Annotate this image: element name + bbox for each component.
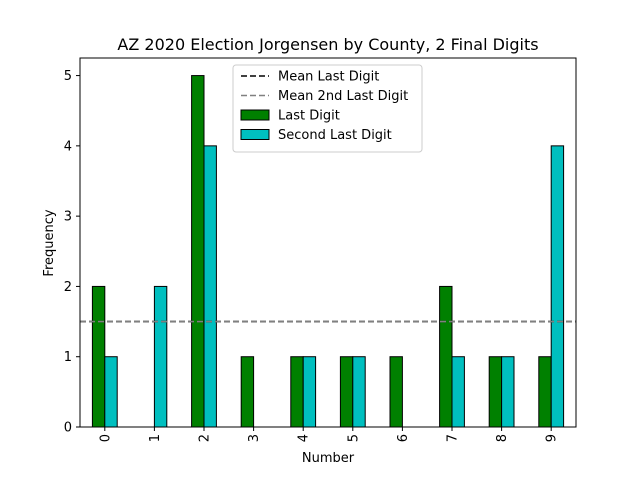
x-tick-label: 6 (396, 434, 411, 442)
y-tick-label: 1 (64, 350, 72, 365)
x-tick-label: 2 (198, 434, 213, 442)
y-axis-label: Frequency (42, 209, 57, 276)
y-tick-label: 4 (64, 139, 72, 154)
bar-last-digit-3 (240, 356, 255, 428)
bar-second-last-digit-7 (451, 356, 465, 428)
axes-frame (79, 57, 577, 428)
chart-title: AZ 2020 Election Jorgensen by County, 2 … (117, 35, 538, 54)
legend-label: Mean Last Digit (278, 70, 379, 85)
bar-second-last-digit-5 (352, 356, 366, 428)
bar-last-digit-6 (389, 356, 403, 428)
legend-box (232, 64, 423, 153)
bar-last-digit-0 (91, 285, 106, 428)
x-tick-label: 9 (545, 434, 560, 442)
bar-last-digit-4 (290, 356, 304, 428)
legend-patch-swatch (240, 109, 270, 121)
legend-patch-swatch (240, 129, 270, 140)
bar-second-last-digit-8 (501, 356, 515, 428)
bar-second-last-digit-9 (550, 145, 565, 428)
x-axis-label: Number (302, 451, 355, 466)
legend: Mean Last Digit Mean 2nd Last Digit Last D… (232, 64, 423, 153)
legend-label: Last Digit (278, 109, 340, 124)
y-tick-label: 0 (64, 421, 72, 436)
bar-second-last-digit-2 (203, 145, 217, 428)
legend-label: Second Last Digit (278, 128, 392, 143)
y-tick-label: 3 (64, 210, 72, 225)
x-tick-label: 7 (446, 434, 461, 442)
bar-second-last-digit-4 (302, 356, 317, 428)
bar-last-digit-8 (488, 356, 503, 428)
x-tick-label: 4 (297, 434, 312, 442)
x-tick-label: 5 (346, 434, 361, 442)
x-tick-label: 1 (148, 434, 163, 442)
bar-second-last-digit-1 (153, 285, 168, 428)
bar-last-digit-7 (439, 285, 453, 428)
y-tick-label: 5 (64, 69, 72, 84)
legend-label: Mean 2nd Last Digit (278, 89, 408, 104)
x-tick-label: 8 (495, 434, 510, 442)
y-tick-label: 2 (64, 280, 72, 295)
bar-last-digit-2 (191, 75, 205, 428)
x-tick-label: 0 (98, 434, 113, 442)
x-tick-label: 3 (247, 434, 262, 442)
bar-second-last-digit-0 (104, 356, 118, 428)
plot-area: 0 1 2 3 4 5 0 1 2 3 4 5 6 7 8 9 (64, 57, 577, 442)
bar-last-digit-9 (538, 356, 552, 428)
bar-last-digit-5 (339, 356, 354, 428)
